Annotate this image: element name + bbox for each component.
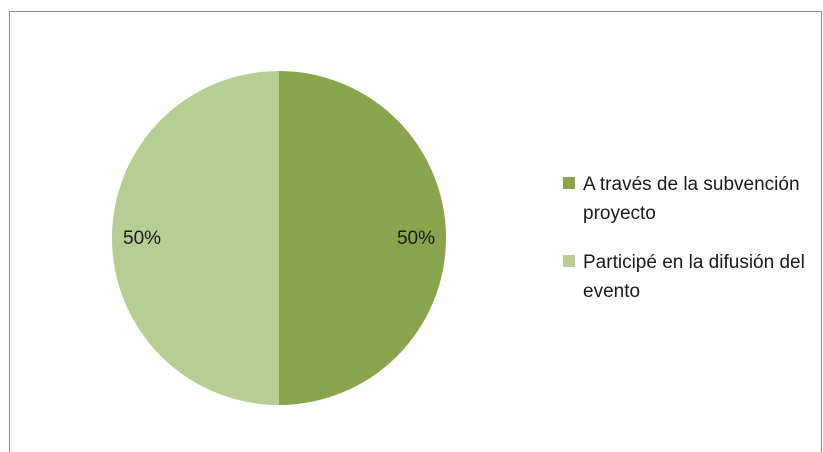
legend-label-1: A través de la subvención proyecto [583, 174, 800, 224]
legend-item-1: A través de la subvención proyecto [563, 170, 818, 228]
pie-slice-2 [112, 71, 279, 405]
legend-item-2: Participé en la difusión del evento [563, 248, 818, 306]
legend-swatch-1 [563, 177, 575, 189]
data-label-slice-1: 50% [396, 227, 435, 249]
legend-label-2: Participé en la difusión del evento [583, 252, 805, 302]
legend-swatch-2 [563, 255, 575, 267]
data-label-slice-2: 50% [123, 227, 162, 249]
pie-slice-1 [279, 71, 446, 405]
legend: A través de la subvención proyecto Parti… [563, 170, 818, 326]
